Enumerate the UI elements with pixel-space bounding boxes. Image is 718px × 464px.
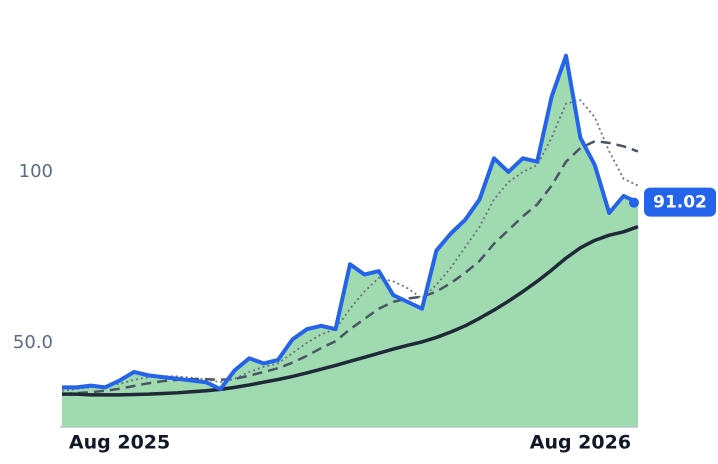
last-price-badge <box>644 187 716 217</box>
last-price-label: 91.02 <box>653 193 707 213</box>
y-tick-label: 100 <box>19 161 53 182</box>
x-tick-label: Aug 2026 <box>530 432 631 454</box>
last-price-dot <box>629 197 639 208</box>
price-area <box>62 55 638 428</box>
moving-average-line <box>62 225 639 397</box>
price-line <box>62 53 639 392</box>
x-tick-label: Aug 2025 <box>69 432 170 454</box>
y-tick-label: 50.0 <box>13 332 53 353</box>
moving-average-line <box>61 139 639 396</box>
